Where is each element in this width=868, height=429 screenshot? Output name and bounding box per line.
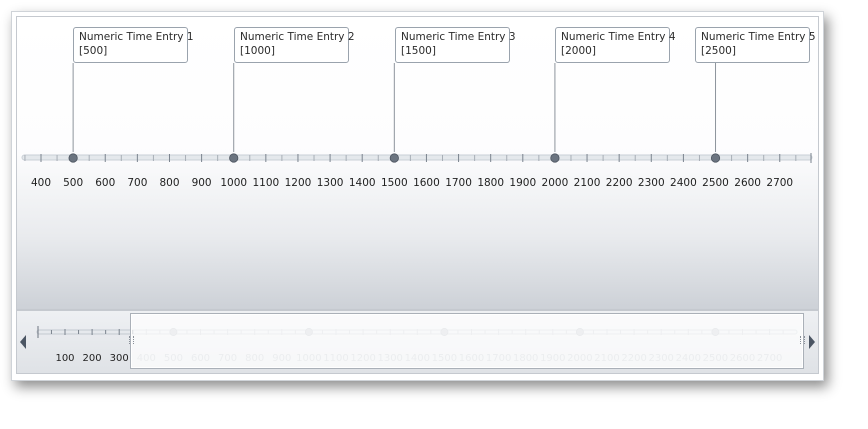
entry-marker: [710, 153, 721, 163]
tick-label: 700: [127, 177, 147, 189]
timeline-axis: 400 500 600 700 800 900 1000 1100 1200 1300 1400 15…: [21, 63, 813, 189]
entry-value: [1000]: [240, 45, 275, 57]
tick-label: 2000: [542, 177, 569, 189]
scroll-right-icon[interactable]: [804, 311, 818, 373]
tick-label: 2200: [606, 177, 633, 189]
tick-label: 1800: [477, 177, 504, 189]
entry-title: Numeric Time Entry 2: [240, 31, 355, 43]
tick-label: 1200: [285, 177, 312, 189]
tick-label: 2400: [670, 177, 697, 189]
entry-marker: [68, 153, 78, 163]
entry-value: [1500]: [401, 45, 436, 57]
entry-value: [2500]: [701, 45, 736, 57]
tick-label: 1300: [317, 177, 344, 189]
tick-label: 2300: [638, 177, 665, 189]
timeline-control: 400 500 600 700 800 900 1000 1100 1200 1300 1400 15…: [11, 11, 824, 381]
navigator-overview-label: 300: [110, 353, 129, 364]
thumb-left-handle[interactable]: [129, 336, 134, 344]
timeline-navigator[interactable]: 1002003004005006007008009001000110012001…: [16, 310, 819, 374]
tick-label: 1900: [509, 177, 536, 189]
time-entry-callout-5[interactable]: Numeric Time Entry 5 [2500]: [695, 27, 816, 63]
tick-label: 900: [192, 177, 212, 189]
tick-label: 1000: [220, 177, 247, 189]
entry-value: [2000]: [561, 45, 596, 57]
thumb-right-handle[interactable]: [800, 336, 805, 344]
entry-title: Numeric Time Entry 3: [401, 31, 516, 43]
entry-marker: [550, 153, 560, 163]
tick-label: 1500: [381, 177, 408, 189]
entry-marker: [229, 153, 239, 163]
tick-label: 1700: [445, 177, 472, 189]
tick-label: 2500: [702, 177, 729, 189]
entry-title: Numeric Time Entry 4: [561, 31, 676, 43]
tick-label: 500: [63, 177, 83, 189]
tick-label: 600: [95, 177, 115, 189]
tick-label: 1600: [413, 177, 440, 189]
tick-label: 400: [31, 177, 51, 189]
scroll-left-icon[interactable]: [17, 311, 31, 373]
time-entry-callout-4[interactable]: Numeric Time Entry 4 [2000]: [555, 27, 676, 63]
navigator-overview-label: 200: [83, 353, 102, 364]
tick-label: 1100: [252, 177, 279, 189]
time-entry-callout-2[interactable]: Numeric Time Entry 2 [1000]: [234, 27, 355, 63]
entry-title: Numeric Time Entry 1: [79, 31, 194, 43]
time-entry-callout-1[interactable]: Numeric Time Entry 1 [500]: [73, 27, 194, 63]
axis-track: [21, 154, 813, 161]
entry-marker: [389, 153, 399, 163]
tick-label: 2600: [734, 177, 761, 189]
entry-value: [500]: [79, 45, 108, 57]
tick-label: 2700: [766, 177, 793, 189]
timeline-main-area[interactable]: 400 500 600 700 800 900 1000 1100 1200 1300 1400 15…: [16, 16, 819, 310]
entry-title: Numeric Time Entry 5: [701, 31, 816, 43]
time-entry-callout-3[interactable]: Numeric Time Entry 3 [1500]: [395, 27, 516, 63]
tick-label: 2100: [574, 177, 601, 189]
tick-label: 800: [159, 177, 179, 189]
tick-label: 1400: [349, 177, 376, 189]
navigator-overview-label: 100: [55, 353, 74, 364]
navigator-thumb[interactable]: [129, 313, 805, 369]
